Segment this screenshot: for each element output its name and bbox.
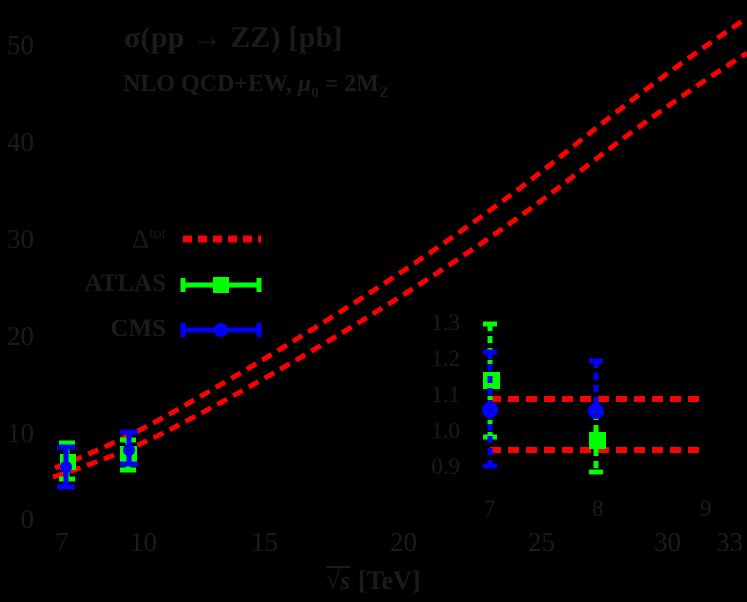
inset-cms-8: [588, 358, 604, 419]
legend-delta-sup: tot: [148, 225, 166, 242]
x-tick-30: 30: [654, 527, 681, 557]
theory-curve-upper: [54, 15, 747, 471]
inset-atlas-8: [589, 413, 606, 475]
inset-x-tick-7: 7: [484, 496, 496, 521]
chart-subtitle: NLO QCD+EW, μ0 = 2MZ: [123, 72, 389, 101]
x-tick-10: 10: [130, 527, 157, 557]
inset-cms-7: [482, 349, 498, 469]
inset-y-tick-1-1: 1.1: [431, 382, 460, 407]
x-tick-7: 7: [55, 527, 69, 557]
legend-label-delta: Δtot: [132, 224, 166, 254]
legend-keys[interactable]: [180, 235, 262, 337]
x-tick-25: 25: [528, 527, 555, 557]
y-tick-40: 40: [7, 127, 34, 157]
cms-8-marker: [123, 444, 135, 456]
sqrt-symbol: √s: [326, 565, 351, 595]
x-axis-title: √s [TeV]: [326, 566, 421, 594]
subtitle-prefix: NLO QCD+EW,: [123, 71, 298, 97]
x-tick-33: 33: [716, 527, 743, 557]
y-tick-50: 50: [7, 30, 34, 60]
y-tick-10: 10: [7, 418, 34, 448]
y-tick-0: 0: [20, 504, 35, 534]
cms-data-main: [57, 429, 138, 490]
y-tick-20: 20: [7, 321, 34, 351]
x-axis-unit: [TeV]: [351, 566, 421, 595]
inset-y-tick-0-9: 0.9: [431, 454, 460, 479]
theory-band-curves: [52, 15, 747, 480]
x-tick-15: 15: [251, 527, 278, 557]
inset-x-tick-9: 9: [700, 496, 712, 521]
inset-y-tick-1-0: 1.0: [431, 418, 460, 443]
x-tick-20: 20: [390, 527, 417, 557]
legend-key-atlas[interactable]: [180, 277, 262, 293]
chart-title: σ(pp → ZZ) [pb]: [124, 21, 343, 54]
cms-7-marker: [60, 461, 72, 473]
subtitle-eq: = 2M: [318, 71, 379, 97]
theory-curve-lower: [52, 50, 747, 480]
sqrt-s: s: [340, 566, 351, 595]
inset-plot: [482, 321, 705, 475]
legend-key-cms[interactable]: [180, 323, 262, 337]
y-tick-30: 30: [7, 224, 34, 254]
subtitle-z: Z: [378, 84, 389, 101]
legend-label-atlas: ATLAS: [84, 270, 166, 297]
inset-x-tick-8: 8: [592, 496, 604, 521]
subtitle-mu-sub: 0: [311, 84, 319, 101]
inset-y-tick-1-3: 1.3: [431, 310, 460, 335]
inset-y-tick-1-2: 1.2: [431, 346, 460, 371]
legend-label-cms: CMS: [110, 315, 166, 342]
subtitle-mu: μ: [297, 71, 312, 97]
